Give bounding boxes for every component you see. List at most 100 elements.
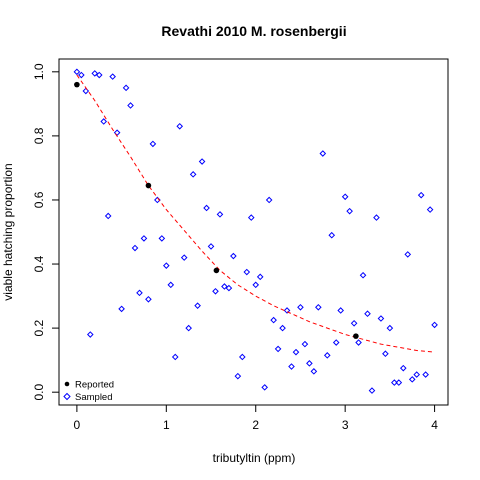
sampled-point — [323, 352, 331, 359]
sampled-point — [426, 206, 434, 213]
sampled-point — [136, 289, 143, 297]
sampled-point — [243, 268, 251, 276]
sampled-point — [310, 368, 318, 375]
sampled-point — [198, 158, 206, 165]
sampled-point — [104, 212, 112, 220]
sampled-point — [230, 252, 237, 260]
sampled-point — [364, 310, 371, 318]
sampled-point — [306, 360, 313, 367]
sampled-point — [355, 339, 362, 346]
sampled-point — [122, 84, 130, 92]
sampled-point — [315, 303, 322, 311]
y-axis: 0.0 0.2 0.4 0.6 0.8 1.0 — [32, 63, 59, 401]
sampled-point — [185, 324, 192, 332]
sampled-point — [109, 73, 116, 80]
sampled-point — [346, 207, 353, 215]
sampled-point — [288, 363, 295, 370]
sampled-point — [216, 211, 224, 218]
sampled-point — [256, 273, 264, 281]
sampled-point — [239, 353, 246, 361]
sampled-point — [395, 379, 403, 386]
y-tick-label: 0.6 — [32, 191, 46, 208]
sampled-point — [207, 243, 215, 250]
sampled-point — [167, 281, 175, 289]
sampled-point — [413, 371, 421, 378]
reported-point — [145, 182, 152, 189]
sampled-point — [301, 340, 309, 348]
sampled-point — [319, 150, 327, 157]
y-tick-label: 0.4 — [32, 255, 46, 272]
sampled-point — [417, 191, 425, 199]
sampled-point — [95, 71, 103, 79]
x-axis: 0 1 2 3 4 — [74, 405, 438, 432]
x-axis-label: tributyltin (ppm) — [213, 451, 296, 465]
sampled-point — [127, 102, 134, 109]
sampled-point — [337, 307, 344, 314]
sampled-point — [221, 283, 228, 290]
sampled-point — [176, 122, 184, 130]
plot-frame — [58, 58, 449, 406]
sampled-point — [431, 321, 438, 329]
sampled-point — [332, 339, 340, 346]
sampled-point — [270, 316, 277, 324]
legend-sampled-label: Sampled — [75, 392, 113, 403]
sampled-point — [252, 281, 260, 289]
x-tick-label: 2 — [252, 418, 259, 432]
reported-point — [74, 81, 80, 88]
y-tick-label: 0.0 — [32, 384, 46, 401]
sampled-point — [274, 345, 282, 353]
sampled-point — [341, 193, 349, 201]
sampled-point — [100, 118, 108, 125]
sampled-point — [113, 129, 121, 136]
sampled-point — [91, 70, 99, 77]
sampled-point — [328, 231, 336, 239]
plot-area — [73, 68, 438, 394]
sampled-point — [82, 87, 90, 95]
sampled-point — [158, 235, 166, 242]
sampled-point — [377, 315, 385, 322]
fit-curve — [76, 74, 435, 353]
sampled-point — [78, 71, 85, 79]
x-tick-label: 1 — [163, 418, 170, 432]
sampled-point — [283, 307, 291, 314]
sampled-point — [399, 364, 407, 372]
sampled-point — [140, 235, 148, 242]
sampled-point — [171, 353, 179, 361]
sampled-point — [194, 302, 201, 309]
chart-title: Revathi 2010 M. rosenbergii — [161, 23, 346, 39]
sampled-point — [359, 271, 367, 279]
sampled-point — [189, 171, 197, 178]
sampled-point — [118, 305, 125, 313]
sampled-point — [404, 251, 412, 258]
sampled-point — [180, 254, 188, 261]
sampled-point — [149, 140, 157, 148]
y-axis-label: viable hatching proportion — [1, 163, 15, 300]
sampled-point — [234, 372, 242, 380]
sampled-point — [261, 384, 268, 391]
sampled-point — [386, 324, 394, 332]
sampled-point — [73, 68, 81, 76]
legend-sampled-marker — [63, 392, 71, 401]
sampled-point — [163, 262, 170, 269]
x-tick-label: 3 — [342, 418, 349, 432]
legend-reported-marker — [64, 381, 70, 387]
legend: Reported Sampled — [63, 380, 114, 403]
sampled-point — [373, 214, 380, 221]
sampled-point — [422, 371, 429, 378]
sampled-point — [212, 287, 219, 295]
reported-point — [353, 333, 359, 339]
sampled-point — [203, 204, 210, 212]
sampled-point — [297, 303, 304, 311]
sampled-point — [131, 244, 139, 252]
reported-point — [213, 267, 220, 274]
y-tick-label: 0.2 — [32, 319, 46, 336]
sampled-point — [265, 196, 273, 204]
sampled-point — [145, 295, 152, 303]
sampled-point — [225, 284, 233, 292]
sampled-point — [408, 376, 416, 383]
legend-reported-label: Reported — [75, 380, 114, 391]
sampled-point — [292, 348, 300, 356]
sampled-point — [279, 324, 286, 332]
sampled-point — [391, 379, 398, 386]
